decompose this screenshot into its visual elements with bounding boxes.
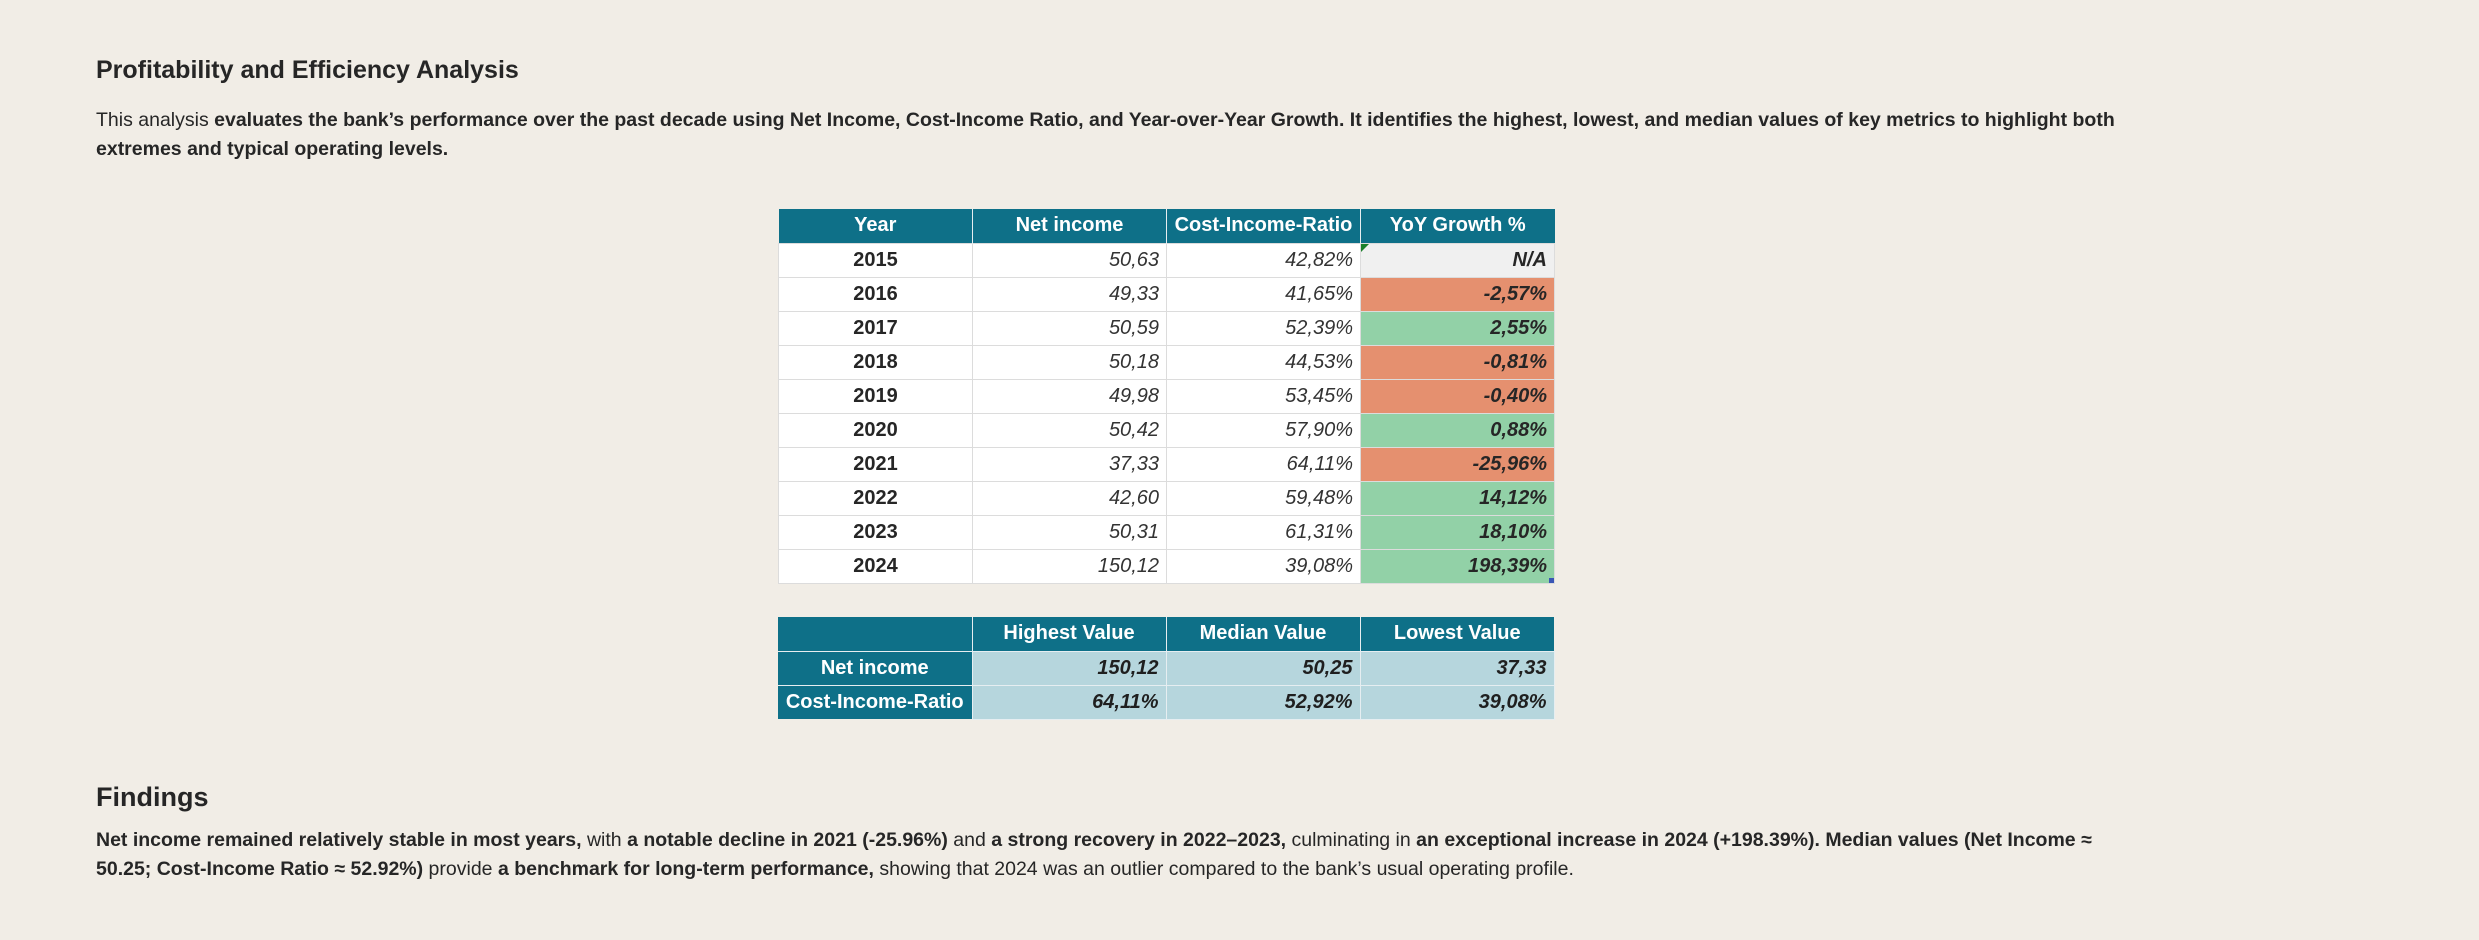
net-income-cell[interactable]: 50,63	[972, 242, 1167, 278]
table-row: 2017 50,59 52,39% 2,55%	[778, 310, 1555, 346]
cost-income-ratio-cell[interactable]: 59,48%	[1166, 480, 1361, 516]
net-income-cell[interactable]: 150,12	[972, 548, 1167, 584]
yoy-growth-cell[interactable]: 0,88%	[1360, 412, 1555, 448]
year-cell[interactable]: 2022	[778, 480, 973, 516]
yoy-growth-cell[interactable]: -2,57%	[1360, 276, 1555, 312]
header-yoy-growth[interactable]: YoY Growth %	[1360, 209, 1555, 243]
table-row: Net income 150,12 50,25 37,33	[778, 650, 1555, 686]
findings-text-2: and	[947, 829, 992, 851]
table-row: 2021 37,33 64,11% -25,96%	[778, 446, 1555, 482]
table-row: 2018 50,18 44,53% -0,81%	[778, 344, 1555, 380]
metrics-table-header-row: Year Net income Cost-Income-Ratio YoY Gr…	[778, 209, 1555, 243]
findings-text-5: showing that 2024 was an outlier compare…	[873, 858, 1574, 880]
summary-row-label[interactable]: Net income	[778, 650, 972, 685]
cost-income-ratio-cell[interactable]: 39,08%	[1166, 548, 1361, 584]
header-year[interactable]: Year	[778, 209, 973, 243]
findings-bold-1: Net income remained relatively stable in…	[96, 829, 582, 851]
year-cell[interactable]: 2021	[778, 446, 973, 482]
yoy-growth-value: N/A	[1512, 248, 1547, 271]
cost-income-ratio-cell[interactable]: 64,11%	[1166, 446, 1361, 482]
yoy-growth-cell[interactable]: 198,39%	[1360, 548, 1555, 584]
highest-value-cell[interactable]: 150,12	[971, 650, 1167, 686]
table-row: 2022 42,60 59,48% 14,12%	[778, 480, 1555, 516]
findings-bold-4: an exceptional increase in 2024 (+198.39…	[96, 829, 2092, 880]
header-lowest-value[interactable]: Lowest Value	[1360, 617, 1554, 651]
comment-indicator-icon	[1361, 243, 1369, 252]
intro-text: This analysis	[96, 109, 215, 131]
year-cell[interactable]: 2020	[778, 412, 973, 448]
findings-text-1: with	[581, 829, 628, 851]
lowest-value-cell[interactable]: 37,33	[1359, 650, 1555, 686]
findings-title: Findings	[96, 782, 209, 812]
summary-table-header-row: Highest Value Median Value Lowest Value	[778, 617, 1554, 651]
cost-income-ratio-cell[interactable]: 41,65%	[1166, 276, 1361, 312]
findings-text-4: provide	[423, 858, 498, 880]
year-cell[interactable]: 2023	[778, 514, 973, 550]
cost-income-ratio-cell[interactable]: 53,45%	[1166, 378, 1361, 414]
lowest-value-cell[interactable]: 39,08%	[1359, 684, 1555, 720]
table-row: 2020 50,42 57,90% 0,88%	[778, 412, 1555, 448]
net-income-cell[interactable]: 42,60	[972, 480, 1167, 516]
table-row: 2015 50,63 42,82% N/A	[778, 242, 1555, 278]
intro-paragraph: This analysis evaluates the bank’s perfo…	[96, 106, 2136, 164]
findings-paragraph: Net income remained relatively stable in…	[96, 826, 2136, 884]
net-income-cell[interactable]: 50,18	[972, 344, 1167, 380]
cost-income-ratio-cell[interactable]: 57,90%	[1166, 412, 1361, 448]
summary-table: Highest Value Median Value Lowest Value …	[778, 617, 1555, 720]
intro-bold-text: evaluates the bank’s performance over th…	[96, 109, 2115, 160]
findings-bold-5: a benchmark for long-term performance,	[497, 858, 874, 880]
table-row: 2024 150,12 39,08% 198,39%	[778, 548, 1555, 584]
cost-income-ratio-cell[interactable]: 52,39%	[1166, 310, 1361, 346]
table-row: 2023 50,31 61,31% 18,10%	[778, 514, 1555, 550]
yoy-growth-cell[interactable]: 14,12%	[1360, 480, 1555, 516]
yoy-growth-value: 198,39%	[1468, 554, 1547, 577]
yoy-growth-cell[interactable]: -0,40%	[1360, 378, 1555, 414]
yoy-growth-cell[interactable]: 18,10%	[1360, 514, 1555, 550]
table-row: 2019 49,98 53,45% -0,40%	[778, 378, 1555, 414]
cost-income-ratio-cell[interactable]: 61,31%	[1166, 514, 1361, 550]
table-row: Cost-Income-Ratio 64,11% 52,92% 39,08%	[778, 684, 1555, 720]
yoy-growth-cell[interactable]: 2,55%	[1360, 310, 1555, 346]
highest-value-cell[interactable]: 64,11%	[971, 684, 1167, 720]
yoy-growth-cell[interactable]: -0,81%	[1360, 344, 1555, 380]
net-income-cell[interactable]: 49,98	[972, 378, 1167, 414]
net-income-cell[interactable]: 37,33	[972, 446, 1167, 482]
header-median-value[interactable]: Median Value	[1166, 617, 1361, 651]
metrics-table: Year Net income Cost-Income-Ratio YoY Gr…	[778, 209, 1555, 584]
net-income-cell[interactable]: 49,33	[972, 276, 1167, 312]
net-income-cell[interactable]: 50,31	[972, 514, 1167, 550]
median-value-cell[interactable]: 50,25	[1165, 650, 1361, 686]
findings-bold-2: a notable decline in 2021 (-25.96%)	[627, 829, 948, 851]
summary-header-blank[interactable]	[778, 617, 973, 651]
fill-handle-icon[interactable]	[1549, 577, 1554, 583]
findings-bold-3: a strong recovery in 2022–2023,	[991, 829, 1287, 851]
summary-row-label[interactable]: Cost-Income-Ratio	[778, 684, 972, 719]
year-cell[interactable]: 2017	[778, 310, 973, 346]
year-cell[interactable]: 2019	[778, 378, 973, 414]
year-cell[interactable]: 2018	[778, 344, 973, 380]
findings-text-3: culminating in	[1286, 829, 1417, 851]
yoy-growth-cell[interactable]: N/A	[1360, 242, 1555, 278]
net-income-cell[interactable]: 50,59	[972, 310, 1167, 346]
net-income-cell[interactable]: 50,42	[972, 412, 1167, 448]
header-cost-income-ratio[interactable]: Cost-Income-Ratio	[1166, 209, 1361, 243]
year-cell[interactable]: 2016	[778, 276, 973, 312]
median-value-cell[interactable]: 52,92%	[1165, 684, 1361, 720]
header-net-income[interactable]: Net income	[972, 209, 1167, 243]
table-row: 2016 49,33 41,65% -2,57%	[778, 276, 1555, 312]
cost-income-ratio-cell[interactable]: 42,82%	[1166, 242, 1361, 278]
year-cell[interactable]: 2015	[778, 242, 973, 278]
year-cell[interactable]: 2024	[778, 548, 973, 584]
header-highest-value[interactable]: Highest Value	[972, 617, 1167, 651]
cost-income-ratio-cell[interactable]: 44,53%	[1166, 344, 1361, 380]
page-title: Profitability and Efficiency Analysis	[96, 56, 519, 84]
yoy-growth-cell[interactable]: -25,96%	[1360, 446, 1555, 482]
